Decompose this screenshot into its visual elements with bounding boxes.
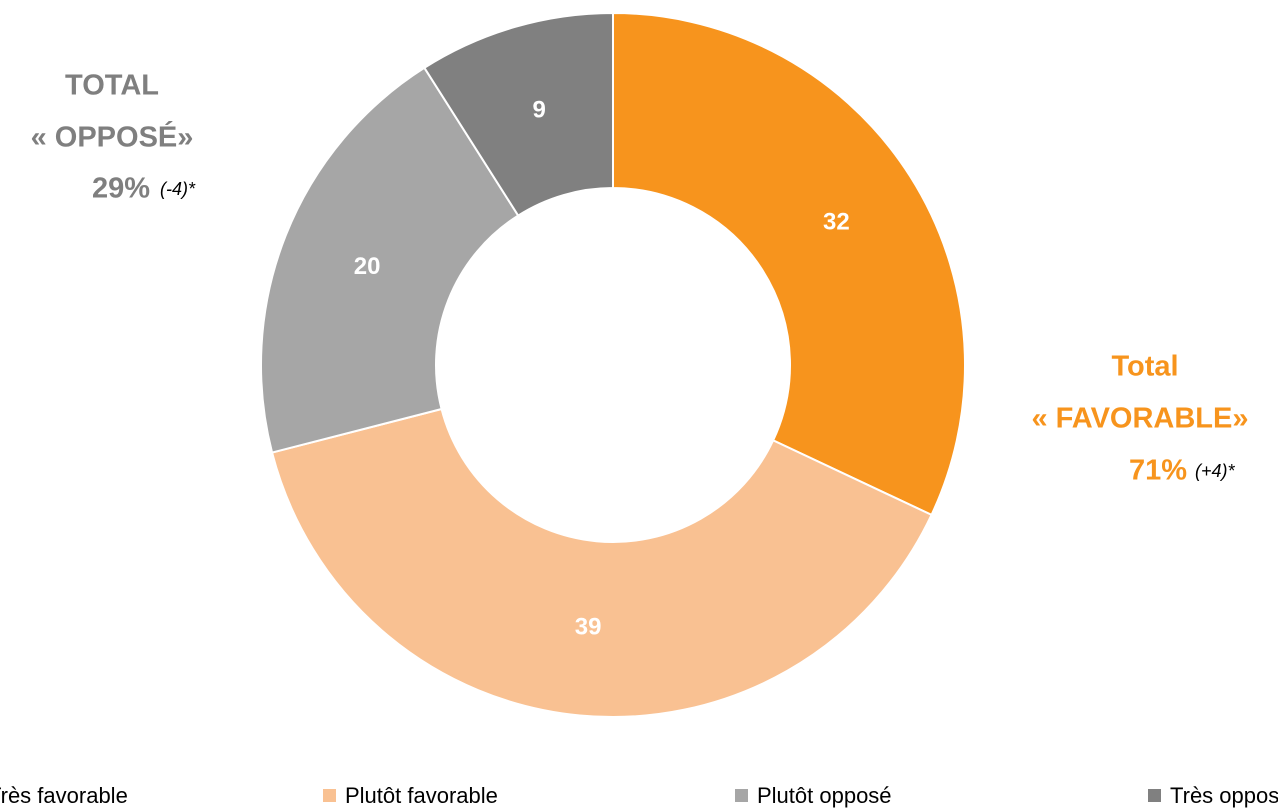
annotation-change: (+4)* bbox=[1195, 461, 1236, 481]
annotation-opposed: TOTAL « OPPOSÉ» 29% (-4)* bbox=[31, 70, 196, 205]
annotation-text: Total bbox=[1111, 351, 1178, 383]
data-label: 9 bbox=[533, 96, 546, 123]
donut-slice bbox=[270, 407, 933, 718]
legend-swatch bbox=[323, 789, 336, 802]
legend-swatch bbox=[735, 789, 748, 802]
annotation-favorable: Total « FAVORABLE» 71% (+4)* bbox=[1031, 351, 1248, 487]
annotation-text: TOTAL bbox=[65, 70, 159, 102]
data-label: 20 bbox=[354, 253, 381, 280]
annotation-change: (-4)* bbox=[160, 179, 196, 199]
annotation-text: « FAVORABLE» bbox=[1031, 403, 1248, 435]
data-label: 39 bbox=[575, 614, 602, 641]
annotation-total: 29% bbox=[92, 173, 150, 205]
annotation-total: 71% bbox=[1129, 455, 1187, 487]
legend-label: Plutôt opposé bbox=[757, 783, 892, 808]
legend-label: Plutôt favorable bbox=[345, 783, 498, 808]
donut-slice bbox=[260, 66, 520, 454]
legend-label: Très opposé bbox=[1170, 783, 1278, 808]
donut-slice bbox=[612, 11, 966, 517]
legend-label: Très favorable bbox=[0, 783, 128, 808]
data-label: 32 bbox=[823, 209, 850, 236]
donut-slice bbox=[423, 11, 614, 217]
annotation-text: « OPPOSÉ» bbox=[31, 120, 194, 154]
legend-swatch bbox=[1148, 789, 1161, 802]
